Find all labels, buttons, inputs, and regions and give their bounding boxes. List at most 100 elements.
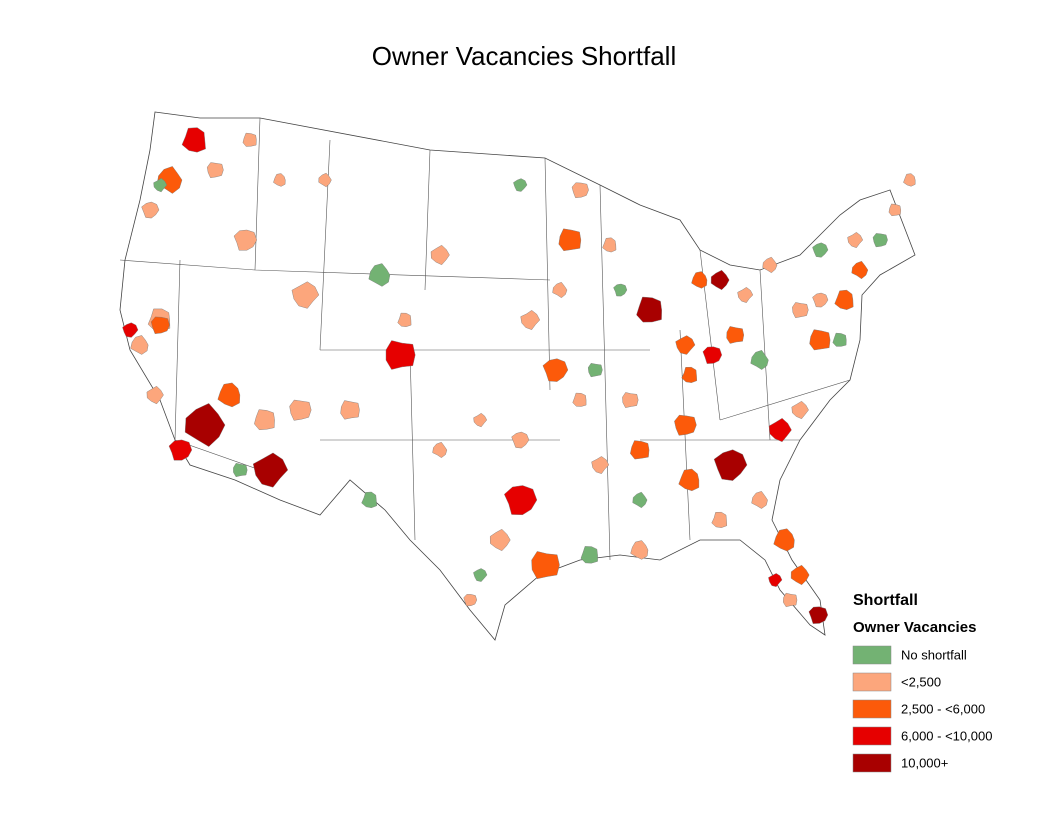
metro-area bbox=[513, 178, 528, 192]
state-lines bbox=[119, 117, 851, 561]
metro-area bbox=[768, 573, 783, 587]
legend-subtitle: Owner Vacancies bbox=[853, 619, 976, 636]
metro-area bbox=[242, 132, 257, 147]
metro-area bbox=[587, 363, 603, 378]
legend-swatch bbox=[852, 726, 892, 746]
metro-area bbox=[790, 564, 810, 586]
metro-area bbox=[783, 592, 798, 608]
metro-area bbox=[812, 242, 829, 258]
metro-area bbox=[613, 283, 628, 297]
metro-area bbox=[558, 228, 582, 252]
metro-area bbox=[750, 350, 769, 370]
metro-area bbox=[289, 399, 312, 421]
metro-area bbox=[318, 172, 332, 188]
metro-area bbox=[872, 233, 888, 248]
metro-area bbox=[552, 281, 568, 299]
legend: No shortfall <2,500 2,500 - <6,000 6,000 - … bbox=[852, 645, 992, 773]
metro-area bbox=[291, 281, 320, 309]
metro-area bbox=[632, 491, 648, 509]
metro-area bbox=[791, 400, 809, 420]
metro-area bbox=[168, 439, 193, 461]
metro-area bbox=[141, 201, 160, 219]
legend-label: No shortfall bbox=[901, 647, 967, 662]
metro-area bbox=[674, 414, 697, 436]
metro-area bbox=[217, 382, 241, 408]
metro-area bbox=[713, 449, 748, 481]
legend-label: 10,000+ bbox=[901, 755, 948, 770]
metro-area bbox=[233, 229, 258, 251]
metro-area bbox=[630, 540, 649, 560]
metro-area bbox=[847, 232, 864, 249]
metro-area bbox=[675, 335, 696, 355]
metro-area bbox=[678, 468, 700, 492]
metro-area bbox=[150, 316, 170, 334]
legend-swatch bbox=[852, 672, 892, 692]
metro-area bbox=[768, 418, 792, 443]
metro-area bbox=[184, 403, 226, 447]
metro-area bbox=[252, 452, 289, 488]
metro-area bbox=[531, 551, 560, 580]
metro-area bbox=[580, 546, 598, 564]
legend-swatch bbox=[852, 699, 892, 719]
metro-area bbox=[702, 346, 723, 364]
metro-area bbox=[153, 177, 168, 193]
metro-area bbox=[397, 312, 412, 327]
legend-swatch bbox=[852, 753, 892, 773]
metro-area bbox=[340, 400, 360, 420]
metro-area bbox=[254, 409, 275, 431]
metro-area bbox=[489, 528, 511, 552]
metro-area bbox=[888, 203, 902, 217]
metro-area bbox=[504, 485, 538, 516]
metro-area bbox=[206, 162, 224, 179]
metro-area bbox=[361, 491, 378, 509]
metro-area bbox=[520, 310, 541, 330]
metro-area bbox=[792, 302, 809, 319]
legend-title: Shortfall bbox=[853, 592, 918, 609]
metro-area bbox=[737, 287, 754, 303]
legend-label: <2,500 bbox=[901, 674, 941, 689]
metro-area bbox=[430, 244, 450, 266]
metro-area bbox=[473, 568, 488, 582]
metro-area bbox=[710, 269, 730, 291]
metro-area bbox=[473, 412, 488, 428]
legend-label: 6,000 - <10,000 bbox=[901, 728, 992, 743]
metro-area bbox=[542, 358, 569, 382]
metro-area bbox=[773, 528, 795, 552]
metro-area bbox=[571, 182, 589, 199]
metro-area bbox=[122, 322, 139, 338]
metro-area bbox=[146, 385, 164, 405]
metro-area bbox=[181, 127, 206, 153]
metro-area bbox=[602, 237, 617, 253]
legend-label: 2,500 - <6,000 bbox=[901, 701, 985, 716]
metro-area bbox=[385, 340, 416, 370]
metro-area bbox=[636, 296, 662, 323]
metro-area bbox=[591, 456, 610, 474]
metro-areas bbox=[122, 127, 916, 624]
metro-area bbox=[572, 392, 587, 407]
metro-area bbox=[809, 329, 831, 351]
metro-area bbox=[834, 289, 854, 310]
metro-area bbox=[622, 392, 639, 408]
metro-area bbox=[832, 332, 847, 347]
metro-area bbox=[681, 366, 698, 383]
legend-swatch bbox=[852, 645, 892, 665]
metro-area bbox=[130, 335, 149, 355]
metro-area bbox=[432, 441, 448, 458]
metro-area bbox=[726, 326, 745, 344]
metro-area bbox=[691, 271, 708, 289]
metro-area bbox=[812, 292, 829, 308]
metro-area bbox=[851, 260, 869, 280]
metro-area bbox=[273, 173, 286, 187]
metro-area bbox=[233, 462, 248, 478]
us-outline bbox=[119, 111, 916, 641]
metro-area bbox=[762, 256, 778, 274]
metro-area bbox=[511, 431, 530, 449]
metro-area bbox=[903, 173, 916, 187]
map-title: Owner Vacancies Shortfall bbox=[372, 41, 676, 71]
metro-area bbox=[630, 440, 650, 460]
metro-area bbox=[711, 511, 728, 528]
metro-area bbox=[808, 606, 829, 624]
metro-area bbox=[463, 594, 478, 607]
